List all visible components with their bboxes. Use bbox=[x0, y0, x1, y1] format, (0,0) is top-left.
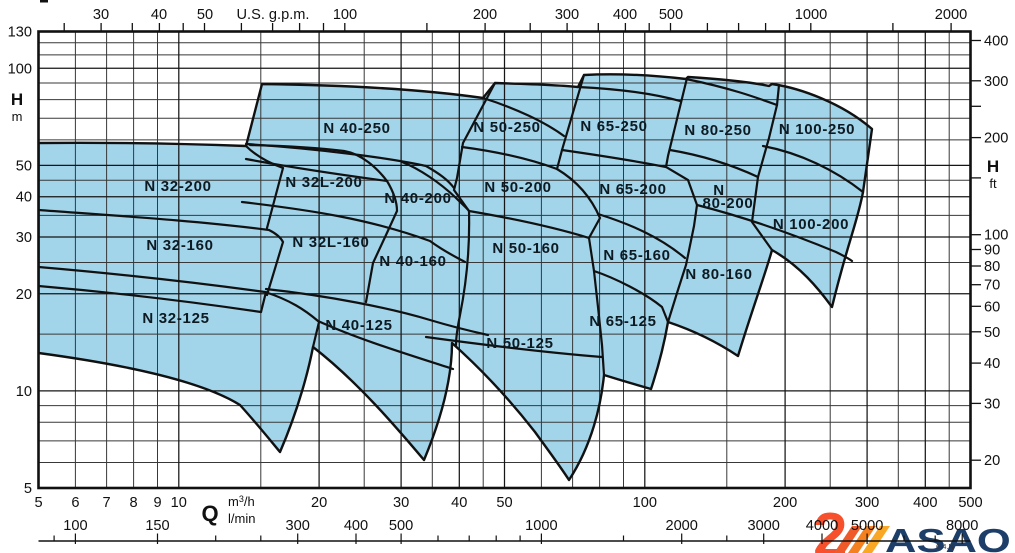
svg-text:4000: 4000 bbox=[806, 518, 838, 534]
svg-text:6: 6 bbox=[71, 495, 79, 511]
svg-text:9: 9 bbox=[153, 495, 161, 511]
svg-text:50: 50 bbox=[984, 325, 1000, 341]
svg-text:7: 7 bbox=[103, 495, 111, 511]
svg-text:8: 8 bbox=[130, 495, 138, 511]
svg-text:10: 10 bbox=[171, 495, 187, 511]
svg-text:10: 10 bbox=[16, 384, 32, 400]
svg-text:30: 30 bbox=[393, 495, 409, 511]
svg-text:5: 5 bbox=[34, 495, 42, 511]
svg-text:100: 100 bbox=[8, 61, 32, 77]
svg-text:90: 90 bbox=[984, 243, 1000, 259]
svg-text:40: 40 bbox=[451, 495, 467, 511]
svg-text:m3/h: m3/h bbox=[228, 494, 255, 509]
svg-text:400: 400 bbox=[913, 495, 937, 511]
svg-text:2000: 2000 bbox=[935, 7, 967, 23]
svg-text:100: 100 bbox=[633, 495, 657, 511]
svg-text:40: 40 bbox=[984, 356, 1000, 372]
svg-text:40: 40 bbox=[16, 190, 32, 206]
svg-text:300: 300 bbox=[984, 74, 1008, 90]
svg-text:400: 400 bbox=[613, 7, 637, 23]
svg-text:N 40-160: N 40-160 bbox=[379, 253, 446, 270]
svg-text:5: 5 bbox=[24, 481, 32, 497]
svg-text:300: 300 bbox=[855, 495, 879, 511]
svg-text:400: 400 bbox=[984, 34, 1008, 50]
svg-text:20: 20 bbox=[16, 287, 32, 303]
svg-text:N 32L-200: N 32L-200 bbox=[285, 174, 362, 191]
svg-text:20: 20 bbox=[311, 495, 327, 511]
svg-text:500: 500 bbox=[659, 7, 683, 23]
svg-text:130: 130 bbox=[8, 25, 32, 41]
svg-text:N 65-125: N 65-125 bbox=[589, 313, 656, 330]
svg-text:N 32-200: N 32-200 bbox=[144, 178, 211, 195]
svg-text:N 50-250: N 50-250 bbox=[473, 119, 540, 136]
svg-text:100: 100 bbox=[984, 228, 1008, 244]
svg-text:200: 200 bbox=[773, 495, 797, 511]
svg-text:ASAO: ASAO bbox=[885, 523, 1011, 553]
svg-text:200: 200 bbox=[473, 7, 497, 23]
svg-text:ft: ft bbox=[989, 176, 997, 191]
svg-text:1000: 1000 bbox=[525, 518, 557, 534]
svg-text:500: 500 bbox=[958, 495, 982, 511]
svg-text:30: 30 bbox=[93, 7, 109, 23]
svg-text:H: H bbox=[987, 157, 999, 176]
svg-text:N 32L-160: N 32L-160 bbox=[292, 234, 369, 251]
svg-text:80-200: 80-200 bbox=[703, 195, 754, 212]
svg-text:100: 100 bbox=[63, 518, 87, 534]
svg-text:N 65-250: N 65-250 bbox=[580, 118, 647, 135]
svg-text:N 50-125: N 50-125 bbox=[486, 335, 553, 352]
svg-text:20: 20 bbox=[984, 453, 1000, 469]
svg-text:N 40-250: N 40-250 bbox=[323, 120, 390, 137]
svg-text:40: 40 bbox=[151, 7, 167, 23]
svg-text:300: 300 bbox=[286, 518, 310, 534]
svg-text:400: 400 bbox=[344, 518, 368, 534]
svg-text:H: H bbox=[11, 90, 23, 109]
svg-text:50: 50 bbox=[496, 495, 512, 511]
svg-text:U.S. g.p.m.: U.S. g.p.m. bbox=[237, 7, 310, 23]
svg-text:1000: 1000 bbox=[795, 7, 827, 23]
svg-text:N 50-200: N 50-200 bbox=[484, 179, 551, 196]
svg-text:60: 60 bbox=[984, 299, 1000, 315]
svg-text:N 32-160: N 32-160 bbox=[146, 237, 213, 254]
svg-text:8000: 8000 bbox=[946, 518, 978, 534]
svg-text:N 100-250: N 100-250 bbox=[779, 121, 855, 138]
svg-text:6.4.N: 6.4.N bbox=[936, 542, 954, 551]
svg-text:100: 100 bbox=[333, 7, 357, 23]
svg-text:N 50-160: N 50-160 bbox=[492, 240, 559, 257]
svg-text:3000: 3000 bbox=[747, 518, 779, 534]
svg-text:50: 50 bbox=[197, 7, 213, 23]
svg-text:300: 300 bbox=[555, 7, 579, 23]
svg-text:50: 50 bbox=[16, 158, 32, 174]
svg-text:5000: 5000 bbox=[851, 518, 883, 534]
svg-text:m: m bbox=[12, 109, 23, 124]
svg-text:N 32-125: N 32-125 bbox=[142, 310, 209, 327]
svg-text:200: 200 bbox=[984, 131, 1008, 147]
svg-text:N 40-125: N 40-125 bbox=[325, 317, 392, 334]
svg-text:80: 80 bbox=[984, 259, 1000, 275]
svg-text:N 65-160: N 65-160 bbox=[603, 247, 670, 264]
svg-text:2000: 2000 bbox=[665, 518, 697, 534]
svg-text:N 40-200: N 40-200 bbox=[384, 190, 451, 207]
svg-text:70: 70 bbox=[984, 278, 1000, 294]
svg-text:N: N bbox=[713, 182, 725, 199]
svg-text:l/min: l/min bbox=[228, 511, 255, 526]
svg-text:N 80-160: N 80-160 bbox=[685, 266, 752, 283]
svg-text:30: 30 bbox=[984, 396, 1000, 412]
svg-text:150: 150 bbox=[145, 518, 169, 534]
svg-text:500: 500 bbox=[389, 518, 413, 534]
svg-text:N 65-200: N 65-200 bbox=[599, 181, 666, 198]
svg-text:30: 30 bbox=[16, 230, 32, 246]
svg-text:N 100-200: N 100-200 bbox=[773, 216, 849, 233]
svg-text:N 80-250: N 80-250 bbox=[684, 122, 751, 139]
svg-text:Q: Q bbox=[201, 501, 218, 526]
